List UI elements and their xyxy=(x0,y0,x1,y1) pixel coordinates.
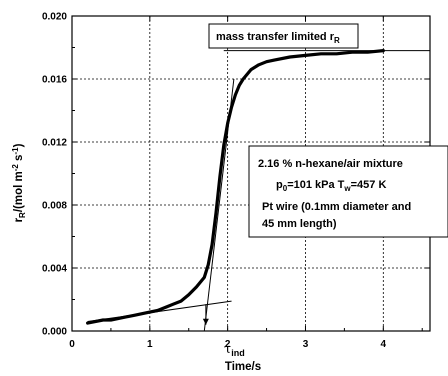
x-tick-label: 2 xyxy=(225,339,231,350)
info-line-4: 45 mm length) xyxy=(262,218,337,230)
info-line-1: 2.16 % n-hexane/air mixture xyxy=(258,158,403,170)
y-axis-label: rR/(mol m-2 s-1) xyxy=(11,143,27,222)
x-tick-label: 1 xyxy=(147,339,153,350)
annotations xyxy=(87,50,430,332)
info-line-2: p0=101 kPa Tw=457 K xyxy=(276,179,386,193)
x-tick-label: 3 xyxy=(303,339,309,350)
y-tick-label: 0.016 xyxy=(42,75,67,86)
tau-marker-arrowhead xyxy=(202,318,209,325)
plateau-label: mass transfer limited rR xyxy=(216,31,340,45)
y-tick-label: 0.000 xyxy=(42,327,67,338)
y-tick-label: 0.020 xyxy=(42,12,67,23)
tau-ind-label: τind xyxy=(224,342,245,358)
info-box xyxy=(248,145,448,238)
plateau-label-box xyxy=(208,23,359,49)
axis-ticks: 0 1 2 3 4 0.000 0.004 0.008 0.012 0.016 0.020 xyxy=(42,12,430,350)
y-tick-label: 0.004 xyxy=(42,264,67,275)
y-tick-label: 0.008 xyxy=(42,201,67,212)
tangent-line xyxy=(203,78,235,332)
info-line-3: Pt wire (0.1mm diameter and xyxy=(262,201,411,213)
x-axis-label: Time/s xyxy=(225,361,261,373)
y-tick-label: 0.012 xyxy=(42,138,67,149)
tangent-line xyxy=(87,300,232,323)
x-tick-label: 0 xyxy=(69,339,75,350)
x-tick-label: 4 xyxy=(381,339,387,350)
